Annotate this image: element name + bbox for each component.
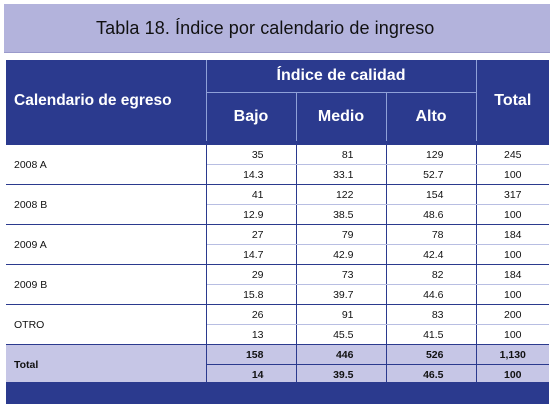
total-count: 446 [296, 344, 387, 365]
cell-count: 26 [206, 304, 297, 325]
cell-percent: 44.6 [386, 284, 477, 305]
total-row: Total 158 446 526 1,130 [6, 344, 549, 385]
cell-count: 27 [206, 224, 297, 245]
table-row: 2008 B 41 122 154 317 [6, 184, 549, 225]
cell-percent: 39.7 [296, 284, 387, 305]
row-label: 2008 B [6, 184, 207, 225]
table-row: 12.9 38.5 48.6 100 [6, 204, 549, 225]
cell-percent: 14.3 [206, 164, 297, 185]
row-label: 2009 A [6, 224, 207, 265]
cell-total-percent: 100 [476, 244, 549, 265]
total-percent: 46.5 [386, 364, 477, 385]
header-total: Total [476, 60, 549, 141]
total-count: 158 [206, 344, 297, 365]
cell-count: 91 [296, 304, 387, 325]
header-col-alto: Alto [386, 92, 477, 141]
cell-count: 129 [386, 145, 477, 165]
table-row: 2009 B 29 73 82 184 [6, 264, 549, 305]
cell-percent: 33.1 [296, 164, 387, 185]
cell-count: 83 [386, 304, 477, 325]
header-group: Índice de calidad [206, 60, 477, 93]
cell-count: 78 [386, 224, 477, 245]
total-label: Total [6, 344, 207, 385]
cell-total-percent: 100 [476, 324, 549, 345]
cell-percent: 48.6 [386, 204, 477, 225]
data-table: Calendario de egreso Índice de calidad T… [6, 60, 549, 385]
cell-total: 245 [476, 145, 549, 165]
table-row: OTRO 26 91 83 200 [6, 304, 549, 345]
cell-percent: 14.7 [206, 244, 297, 265]
total-percent: 14 [206, 364, 297, 385]
table-row: 2009 A 27 79 78 184 [6, 224, 549, 265]
cell-total: 200 [476, 304, 549, 325]
header-row-label: Calendario de egreso [6, 60, 207, 141]
table-title: Tabla 18. Índice por calendario de ingre… [96, 18, 435, 38]
cell-percent: 42.9 [296, 244, 387, 265]
cell-total: 184 [476, 224, 549, 245]
total-count: 526 [386, 344, 477, 365]
cell-count: 41 [206, 184, 297, 205]
header-col-medio: Medio [296, 92, 387, 141]
cell-total-percent: 100 [476, 164, 549, 185]
header-band [6, 141, 549, 145]
cell-count: 79 [296, 224, 387, 245]
cell-count: 73 [296, 264, 387, 285]
table-title-bar: Tabla 18. Índice por calendario de ingre… [4, 4, 550, 53]
table-row: 14.3 33.1 52.7 100 [6, 164, 549, 185]
cell-percent: 15.8 [206, 284, 297, 305]
cell-total-percent: 100 [476, 204, 549, 225]
table-row: 13 45.5 41.5 100 [6, 324, 549, 345]
row-label: OTRO [6, 304, 207, 345]
cell-percent: 38.5 [296, 204, 387, 225]
cell-total: 317 [476, 184, 549, 205]
cell-percent: 12.9 [206, 204, 297, 225]
header-col-bajo: Bajo [206, 92, 297, 141]
table-row: 2008 A 35 81 129 245 [6, 145, 549, 185]
cell-count: 35 [206, 145, 297, 165]
row-label: 2008 A [6, 145, 207, 185]
cell-percent: 45.5 [296, 324, 387, 345]
cell-percent: 13 [206, 324, 297, 345]
table-row: 14.7 42.9 42.4 100 [6, 244, 549, 265]
cell-count: 81 [296, 145, 387, 165]
cell-count: 154 [386, 184, 477, 205]
grand-total: 1,130 [476, 344, 549, 365]
table-row: 15.8 39.7 44.6 100 [6, 284, 549, 305]
cell-count: 122 [296, 184, 387, 205]
cell-count: 29 [206, 264, 297, 285]
cell-percent: 52.7 [386, 164, 477, 185]
cell-total-percent: 100 [476, 284, 549, 305]
cell-count: 82 [386, 264, 477, 285]
cell-total: 184 [476, 264, 549, 285]
cell-percent: 42.4 [386, 244, 477, 265]
row-label: 2009 B [6, 264, 207, 305]
cell-percent: 41.5 [386, 324, 477, 345]
footer-band [6, 382, 549, 404]
